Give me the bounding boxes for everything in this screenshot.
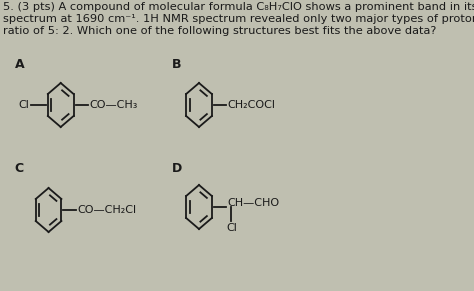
Text: C: C (15, 162, 24, 175)
Text: D: D (172, 162, 182, 175)
Text: Cl: Cl (226, 223, 237, 233)
Text: spectrum at 1690 cm⁻¹. 1H NMR spectrum revealed only two major types of protons : spectrum at 1690 cm⁻¹. 1H NMR spectrum r… (3, 14, 474, 24)
Text: A: A (15, 58, 25, 71)
Text: ratio of 5: 2. Which one of the following structures best fits the above data?: ratio of 5: 2. Which one of the followin… (3, 26, 436, 36)
Text: 5. (3 pts) A compound of molecular formula C₈H₇ClO shows a prominent band in its: 5. (3 pts) A compound of molecular formu… (3, 2, 474, 12)
Text: CO—CH₂Cl: CO—CH₂Cl (77, 205, 136, 215)
Text: CO—CH₃: CO—CH₃ (89, 100, 137, 110)
Text: CH₂COCl: CH₂COCl (228, 100, 275, 110)
Text: Cl: Cl (19, 100, 30, 110)
Text: CH—CHO: CH—CHO (228, 198, 280, 208)
Text: B: B (172, 58, 182, 71)
